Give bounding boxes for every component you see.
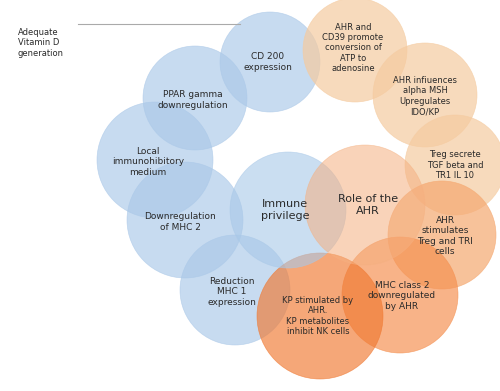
Text: Adequate
Vitamin D
generation: Adequate Vitamin D generation (18, 28, 64, 58)
Circle shape (373, 43, 477, 147)
Circle shape (405, 115, 500, 215)
Text: CD 200
expression: CD 200 expression (244, 52, 292, 72)
Text: AHR and
CD39 promote
conversion of
ATP to
adenosine: AHR and CD39 promote conversion of ATP t… (322, 23, 384, 73)
Text: Treg secrete
TGF beta and
TR1 IL 10: Treg secrete TGF beta and TR1 IL 10 (427, 150, 483, 180)
Text: Immune
privilege: Immune privilege (261, 199, 309, 221)
Text: MHC class 2
downregulated
by AHR: MHC class 2 downregulated by AHR (368, 281, 436, 311)
Circle shape (303, 0, 407, 102)
Circle shape (257, 253, 383, 379)
Circle shape (230, 152, 346, 268)
Text: Reduction
MHC 1
expression: Reduction MHC 1 expression (208, 277, 256, 307)
Circle shape (220, 12, 320, 112)
Circle shape (180, 235, 290, 345)
Circle shape (97, 102, 213, 218)
Circle shape (143, 46, 247, 150)
Text: PPAR gamma
downregulation: PPAR gamma downregulation (158, 90, 228, 110)
Text: KP stimulated by
AHR.
KP metabolites
inhibit NK cells: KP stimulated by AHR. KP metabolites inh… (282, 296, 354, 336)
Text: Role of the
AHR: Role of the AHR (338, 194, 398, 216)
Circle shape (388, 181, 496, 289)
Circle shape (305, 145, 425, 265)
Circle shape (342, 237, 458, 353)
Text: AHR infiuences
alpha MSH
Upregulates
IDO/KP: AHR infiuences alpha MSH Upregulates IDO… (393, 76, 457, 116)
Circle shape (127, 162, 243, 278)
Text: Local
immunohibitory
medium: Local immunohibitory medium (112, 147, 184, 177)
Text: AHR
stimulates
Treg and TRI
cells: AHR stimulates Treg and TRI cells (417, 216, 473, 256)
Text: Downregulation
of MHC 2: Downregulation of MHC 2 (144, 212, 216, 232)
